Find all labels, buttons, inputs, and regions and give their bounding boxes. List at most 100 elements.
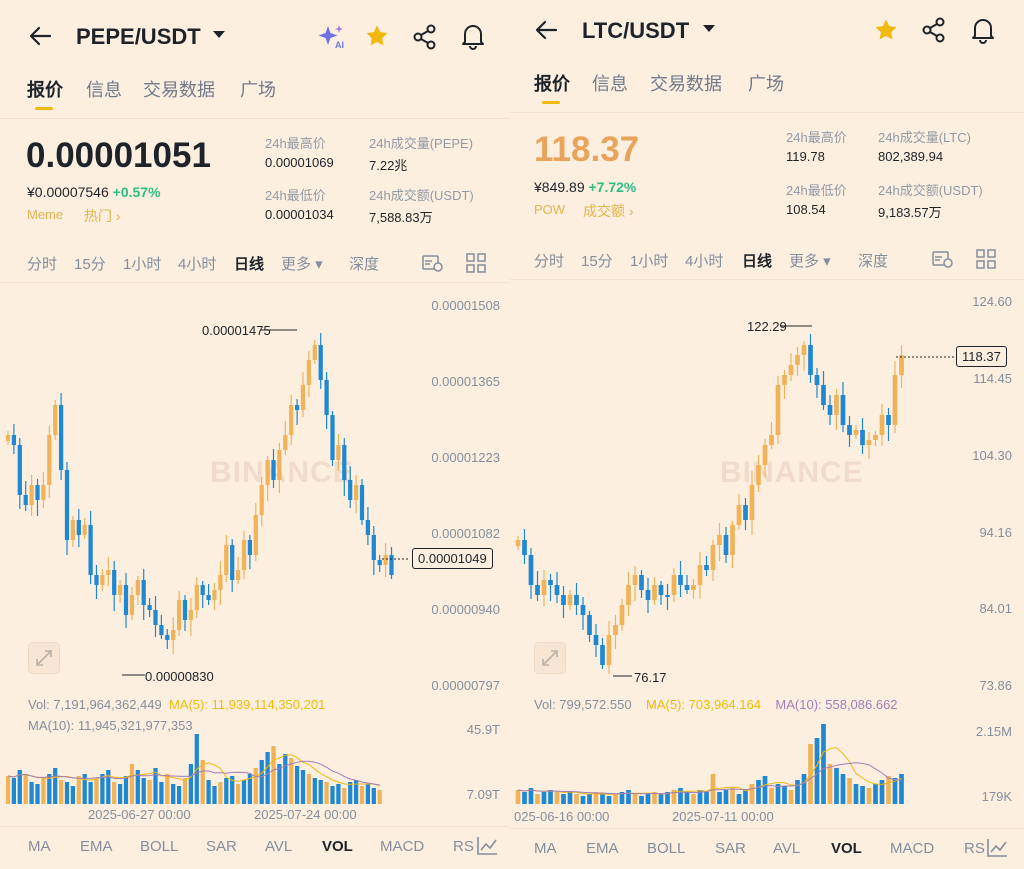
- indicator-vol[interactable]: VOL: [831, 840, 862, 857]
- volume-bar: [70, 786, 76, 804]
- tag-turnover[interactable]: 成交额 ›: [583, 203, 634, 219]
- tab-info[interactable]: 信息: [86, 80, 122, 100]
- tab-info[interactable]: 信息: [592, 74, 628, 94]
- indicator-ma[interactable]: MA: [534, 840, 557, 857]
- indicator-ema[interactable]: EMA: [80, 838, 113, 855]
- candlestick-chart[interactable]: [0, 285, 410, 695]
- high-annotation: 0.00001475: [202, 323, 271, 338]
- indicator-boll[interactable]: BOLL: [140, 838, 179, 855]
- candle-body: [892, 375, 898, 425]
- ma10-line: [7, 760, 380, 786]
- grid-icon[interactable]: [976, 249, 996, 269]
- chart-settings-icon[interactable]: [932, 249, 954, 269]
- volume-bar: [147, 780, 152, 804]
- candle-body: [47, 435, 52, 485]
- bell-icon[interactable]: [460, 22, 486, 50]
- tab-square[interactable]: 广场: [748, 74, 784, 94]
- interval-1h[interactable]: 1小时: [123, 256, 162, 273]
- indicator-rsi[interactable]: RS: [964, 840, 985, 857]
- candle-body: [153, 610, 158, 625]
- chart-settings-icon[interactable]: [422, 253, 444, 273]
- tag-meme[interactable]: Meme: [27, 207, 64, 222]
- candle-body: [606, 635, 612, 665]
- tab-quote[interactable]: 报价: [27, 80, 63, 100]
- indicator-sar[interactable]: SAR: [206, 838, 237, 855]
- pair-title[interactable]: PEPE/USDT: [76, 24, 201, 49]
- pair-title[interactable]: LTC/USDT: [582, 18, 690, 43]
- volume-bar: [141, 778, 146, 804]
- grid-icon[interactable]: [466, 253, 486, 273]
- candle-body: [691, 585, 696, 590]
- fullscreen-icon[interactable]: [534, 642, 566, 674]
- tag-hot[interactable]: 热门 ›: [84, 208, 121, 224]
- interval-timeline[interactable]: 分时: [534, 253, 565, 270]
- star-icon[interactable]: [873, 18, 899, 42]
- bell-icon[interactable]: [970, 16, 996, 44]
- candle-body: [94, 575, 99, 585]
- y-axis-label: 0.00001365: [431, 374, 500, 389]
- indicator-vol[interactable]: VOL: [322, 838, 353, 855]
- back-arrow-icon[interactable]: [534, 19, 558, 41]
- stat-low-label: 24h最低价: [786, 183, 847, 198]
- volume-bar: [548, 790, 553, 804]
- share-icon[interactable]: [921, 17, 947, 43]
- interval-more[interactable]: 更多 ▾: [789, 253, 831, 270]
- interval-4h[interactable]: 4小时: [685, 253, 724, 270]
- volume-bar: [23, 774, 28, 804]
- interval-4h[interactable]: 4小时: [178, 256, 217, 273]
- interval-1d[interactable]: 日线: [234, 256, 265, 273]
- ai-sparkle-icon[interactable]: AI: [318, 24, 346, 50]
- candle-body: [769, 435, 774, 445]
- candle-body: [147, 605, 152, 610]
- interval-timeline[interactable]: 分时: [27, 256, 58, 273]
- candle-body: [342, 445, 347, 480]
- chart-line-icon[interactable]: [986, 838, 1008, 858]
- tab-quote[interactable]: 报价: [534, 74, 570, 94]
- indicator-avl[interactable]: AVL: [265, 838, 293, 855]
- date-label: 2025-07-11 00:00: [672, 809, 774, 824]
- volume-bar: [171, 784, 176, 804]
- candle-body: [554, 585, 560, 595]
- price-cny: ¥0.00007546 +0.57%: [27, 184, 161, 200]
- star-icon[interactable]: [364, 24, 390, 48]
- indicator-macd[interactable]: MACD: [380, 838, 425, 855]
- volume-bar: [574, 794, 579, 804]
- interval-15m[interactable]: 15分: [74, 256, 106, 273]
- tab-trading-data[interactable]: 交易数据: [143, 80, 215, 100]
- low-annotation: 0.00000830: [145, 669, 214, 684]
- tab-square[interactable]: 广场: [240, 80, 276, 100]
- tag-pow[interactable]: POW: [534, 202, 566, 217]
- chevron-down-icon[interactable]: [213, 31, 225, 39]
- candle-body: [561, 595, 566, 605]
- indicator-sar[interactable]: SAR: [715, 840, 746, 857]
- indicator-ema[interactable]: EMA: [586, 840, 619, 857]
- candle-body: [112, 570, 117, 595]
- interval-15m[interactable]: 15分: [581, 253, 613, 270]
- interval-1d[interactable]: 日线: [742, 253, 773, 270]
- share-icon[interactable]: [412, 24, 438, 50]
- indicator-avl[interactable]: AVL: [773, 840, 801, 857]
- volume-bar: [899, 774, 904, 804]
- chevron-down-icon[interactable]: [703, 25, 715, 33]
- volume-bar: [749, 784, 755, 804]
- interval-depth[interactable]: 深度: [858, 253, 889, 270]
- candle-body: [353, 485, 359, 500]
- volume-bar: [775, 784, 781, 804]
- fullscreen-icon[interactable]: [28, 642, 60, 674]
- candlestick-chart[interactable]: [510, 285, 960, 695]
- back-arrow-icon[interactable]: [28, 25, 52, 47]
- y-axis-label: 94.16: [979, 525, 1012, 540]
- price-change: +0.57%: [112, 184, 161, 200]
- volume-bar: [283, 754, 288, 804]
- interval-depth[interactable]: 深度: [349, 256, 380, 273]
- candle-body: [64, 470, 70, 540]
- tab-trading-data[interactable]: 交易数据: [650, 74, 722, 94]
- indicator-rsi[interactable]: RS: [453, 838, 474, 855]
- indicator-macd[interactable]: MACD: [890, 840, 935, 857]
- indicator-boll[interactable]: BOLL: [647, 840, 686, 857]
- indicator-ma[interactable]: MA: [28, 838, 51, 855]
- chart-line-icon[interactable]: [476, 836, 498, 856]
- interval-more[interactable]: 更多 ▾: [281, 256, 323, 273]
- interval-1h[interactable]: 1小时: [630, 253, 669, 270]
- candle-body: [873, 435, 878, 440]
